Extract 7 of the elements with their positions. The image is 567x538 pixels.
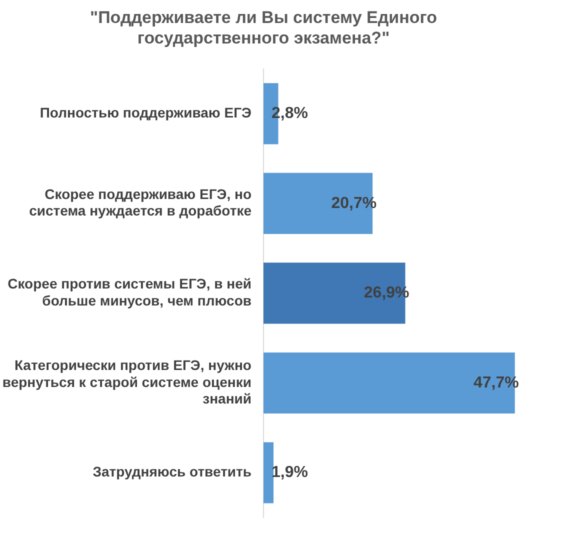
y-tick-label: Скорее поддерживаю ЕГЭ, но система нуждается в доработке — [29, 186, 252, 219]
bar — [264, 442, 274, 504]
y-tick-label: Категорически против ЕГЭ, нужно вернуться к старой системе оценки знаний — [2, 357, 252, 407]
y-tick-label: Затрудняюсь ответить — [92, 464, 252, 480]
y-tick-label: Скорее против системы ЕГЭ, в ней больше минусов, чем плюсов — [8, 276, 252, 308]
y-tick-label: Полностью поддерживаю ЕГЭ — [40, 104, 252, 121]
chart-title: "Поддерживаете ли Вы систему Единого государственного экзамена?" — [90, 8, 437, 48]
